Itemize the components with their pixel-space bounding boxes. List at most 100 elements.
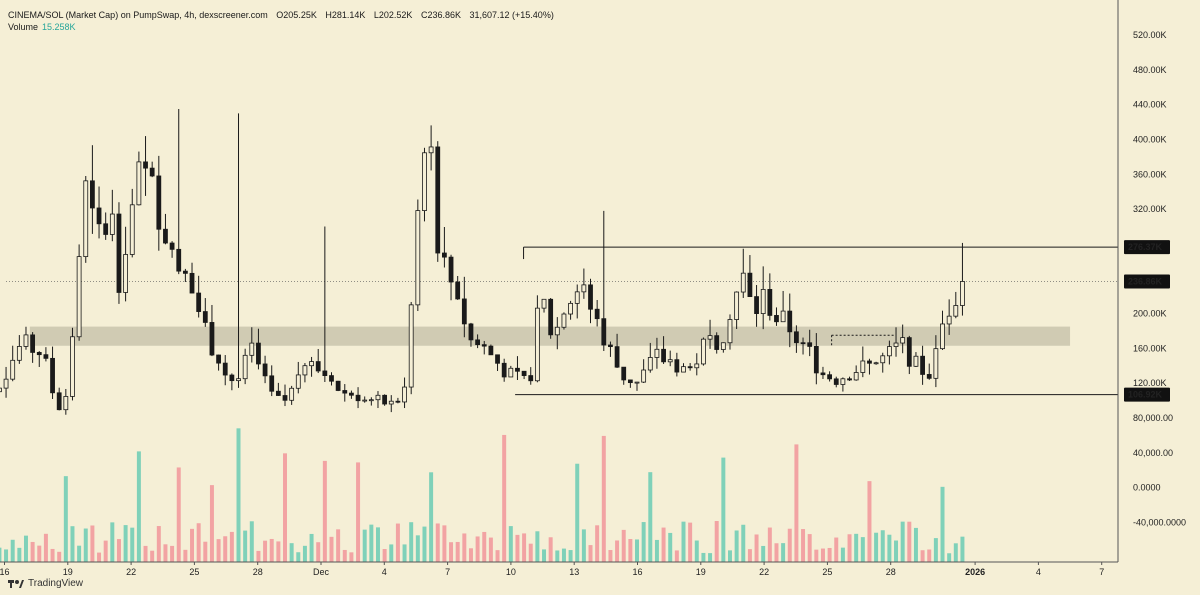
volume-bar <box>568 550 573 562</box>
volume-bar <box>635 539 639 562</box>
volume-bar <box>794 444 799 562</box>
volume-bar <box>880 530 885 562</box>
candle <box>574 284 580 319</box>
candle-body <box>960 281 965 306</box>
candle <box>196 275 202 318</box>
candle <box>103 212 109 240</box>
volume-bar <box>283 453 287 562</box>
candle-body <box>515 367 520 372</box>
candle <box>216 354 221 371</box>
volume-bar <box>867 481 872 562</box>
volume-bar <box>787 528 792 562</box>
candle <box>594 299 600 327</box>
candle-body <box>913 355 919 367</box>
candle <box>681 363 686 373</box>
candle <box>807 329 813 357</box>
candle <box>262 355 268 384</box>
candle-body <box>163 228 168 244</box>
volume-bar <box>522 533 527 562</box>
volume-bar <box>123 525 128 562</box>
candle <box>109 189 115 242</box>
candle-body <box>488 345 494 356</box>
candle <box>50 346 55 399</box>
candle-body <box>853 372 859 381</box>
volume-bar <box>628 539 633 562</box>
x-tick-label: 13 <box>569 567 579 577</box>
candle <box>554 317 560 350</box>
candle <box>56 387 62 411</box>
candle <box>163 213 168 245</box>
candle <box>754 285 759 327</box>
candle <box>734 291 740 330</box>
candle <box>295 361 301 394</box>
volume-bar <box>747 549 752 562</box>
candle-body <box>302 365 308 376</box>
volume-bar <box>402 544 407 562</box>
volume-bar <box>229 531 234 562</box>
volume-bar <box>223 536 228 562</box>
price-tag-label: 276.37K <box>1128 242 1163 252</box>
candle <box>402 377 407 409</box>
volume-bar <box>615 540 620 562</box>
volume-bar <box>960 536 965 562</box>
candle-body <box>262 363 268 377</box>
volume-bar <box>860 537 865 562</box>
candle-body <box>408 304 414 388</box>
volume-bar <box>409 522 414 562</box>
chart-header: CINEMA/SOL (Market Cap) on PumpSwap, 4h,… <box>8 10 560 20</box>
candle-body <box>309 361 314 367</box>
candle-body <box>501 362 507 378</box>
candle-body <box>581 284 587 293</box>
candle <box>900 324 906 354</box>
candle-body <box>820 372 826 376</box>
candle <box>687 363 693 371</box>
tradingview-logo[interactable]: TradingView <box>8 578 83 589</box>
candle <box>588 278 593 324</box>
candle <box>242 348 248 385</box>
candle-body <box>242 354 248 380</box>
candle <box>16 335 22 364</box>
candle-body <box>30 334 36 353</box>
candle <box>368 397 374 406</box>
volume-bar <box>422 526 427 562</box>
volume-bar <box>847 534 852 562</box>
volume-bar <box>608 550 613 562</box>
candle-body <box>16 346 22 361</box>
candle-body <box>727 319 733 344</box>
volume-bar <box>681 521 686 562</box>
candle-body <box>860 360 866 373</box>
candle <box>780 290 786 323</box>
volume-bar <box>209 485 214 562</box>
volume-bar <box>734 530 739 562</box>
candle <box>422 147 427 222</box>
candle-body <box>867 360 872 364</box>
candle <box>641 359 647 383</box>
volume-bar <box>362 529 367 562</box>
candle-body <box>176 248 182 272</box>
volume-bar <box>767 527 772 562</box>
candle <box>774 307 779 326</box>
candle <box>548 298 554 339</box>
volume-bar <box>761 545 766 562</box>
volume-bar <box>110 522 115 562</box>
volume-bar <box>933 538 938 562</box>
candle-body <box>594 308 600 320</box>
volume-bar <box>754 534 759 562</box>
candle-body <box>647 357 653 371</box>
candle-body <box>614 346 620 368</box>
close-value: C236.86K <box>420 10 461 20</box>
candle-body <box>521 370 527 376</box>
candle-body <box>382 394 388 405</box>
candle-body <box>136 161 142 206</box>
candle-body <box>388 400 394 405</box>
candle-body <box>335 380 341 391</box>
candle-body <box>568 302 573 315</box>
candle-body <box>794 331 799 344</box>
volume-bar <box>429 472 434 562</box>
candle-body <box>561 313 567 328</box>
candle-body <box>422 152 427 211</box>
x-tick-label: 19 <box>696 567 706 577</box>
volume-bar <box>0 547 2 562</box>
volume-bar <box>196 523 201 562</box>
